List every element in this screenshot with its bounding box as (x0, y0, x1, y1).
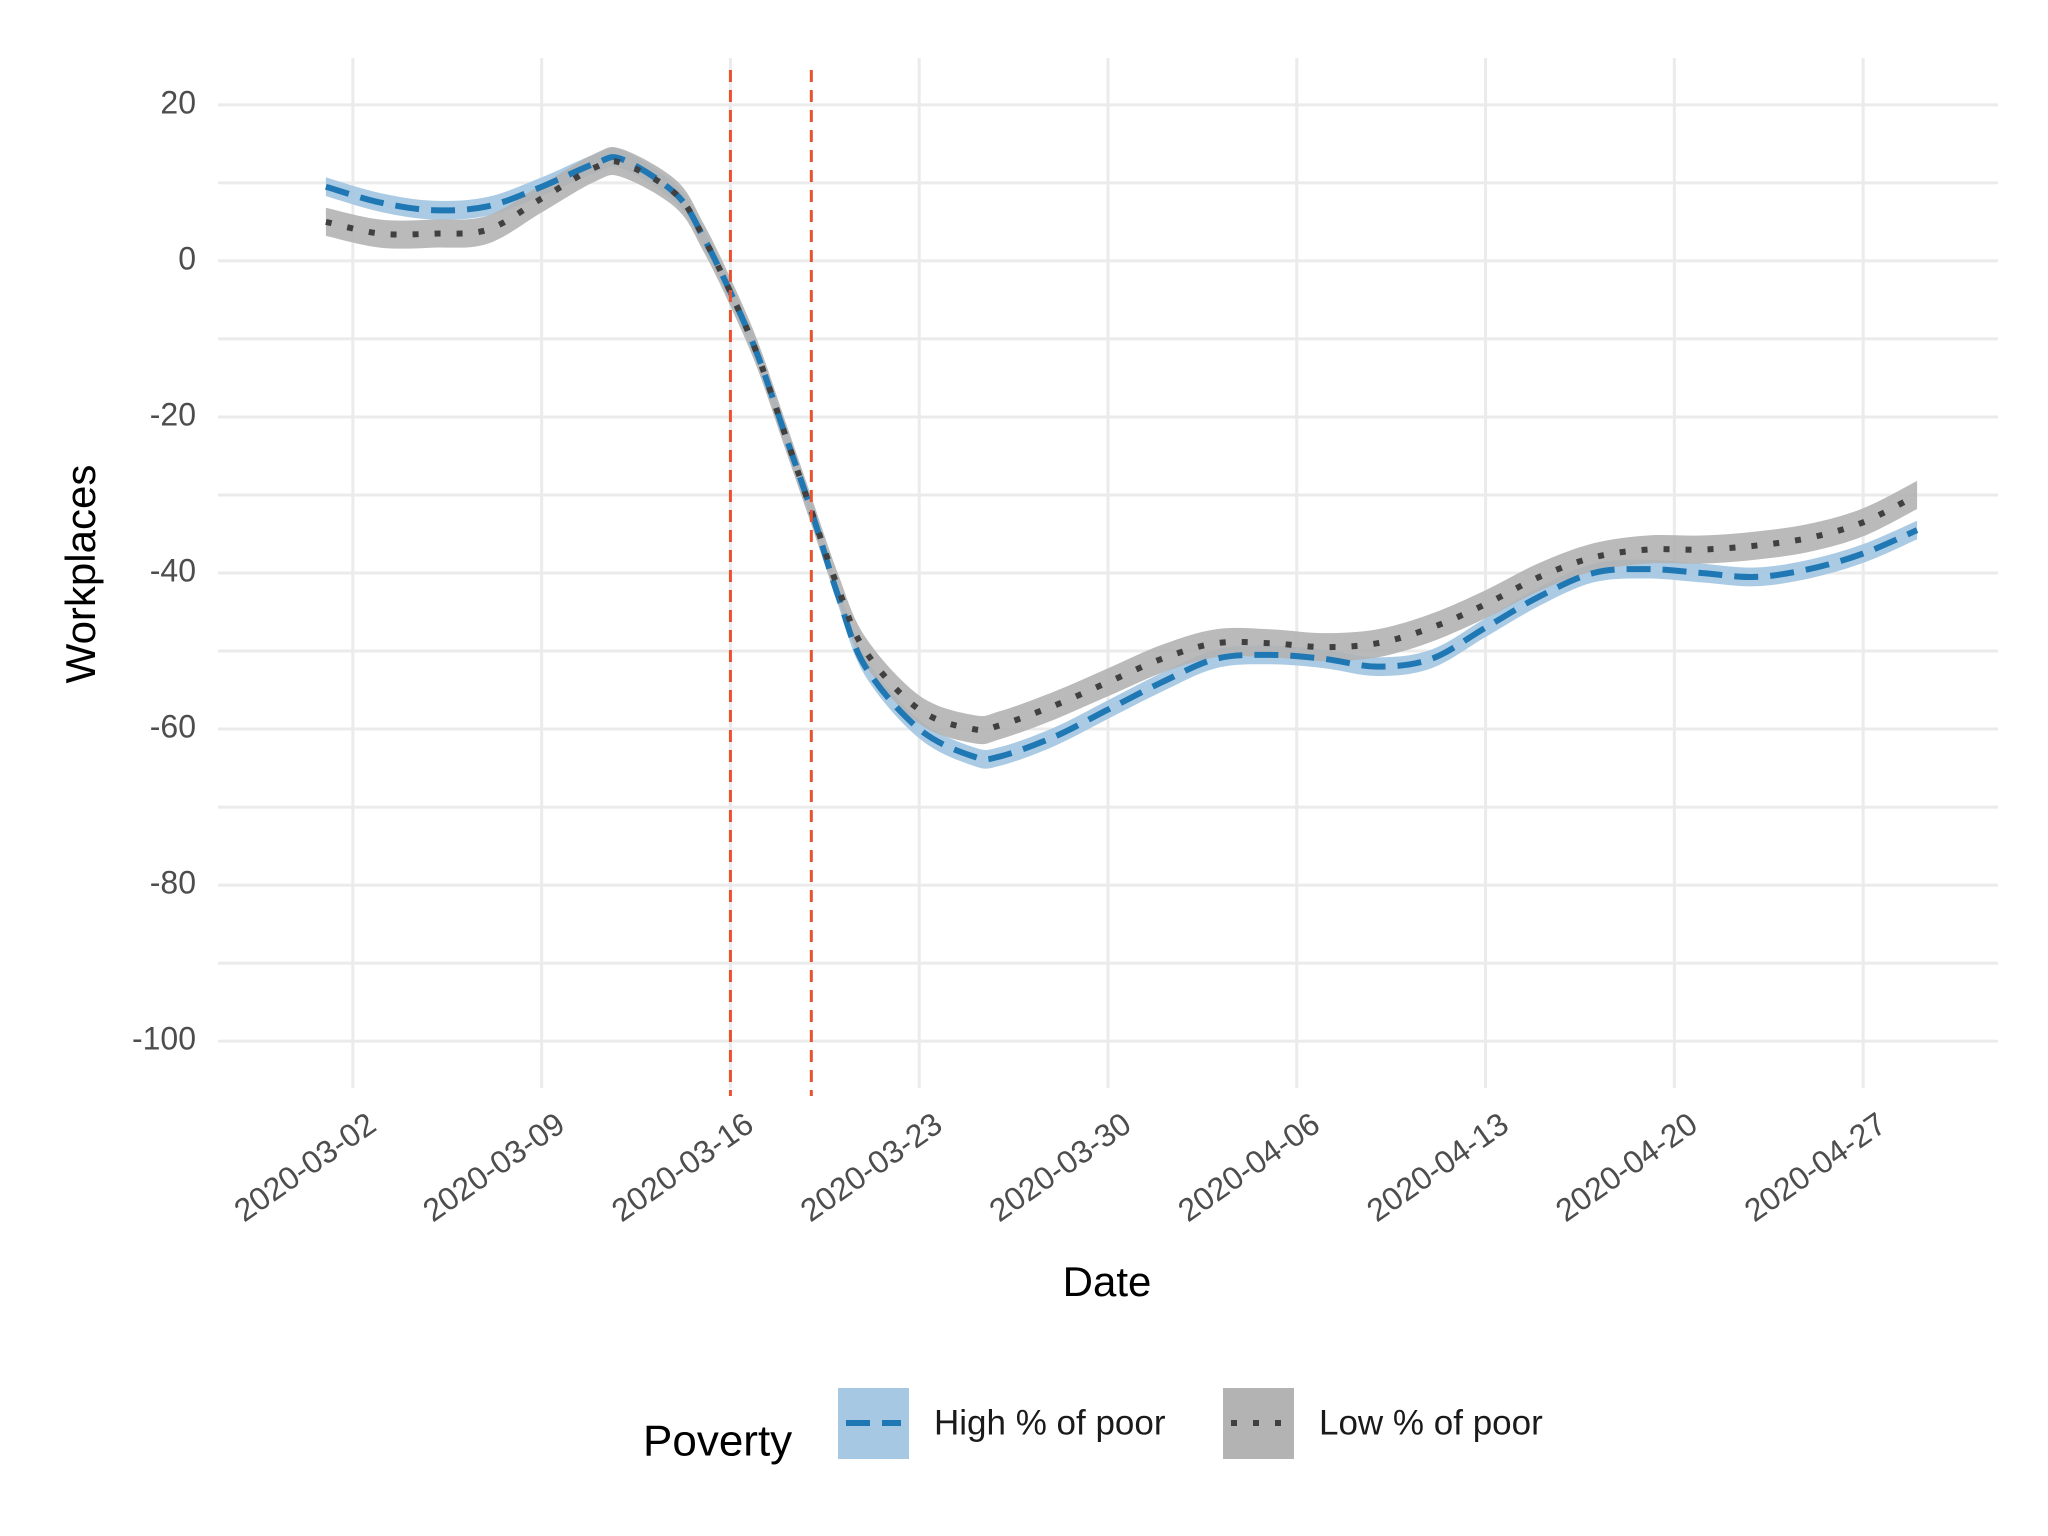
y-tick-label: -100 (132, 1021, 196, 1057)
series-band-high (325, 147, 1918, 769)
legend: Poverty High % of poor Low % of poor (643, 1388, 1543, 1466)
y-tick-label: 20 (160, 84, 196, 120)
y-tick-label: -20 (150, 396, 196, 432)
x-tick-label: 2020-04-06 (1171, 1105, 1326, 1228)
y-axis-ticks: 20 0 -20 -40 -60 -80 -100 (132, 84, 196, 1056)
x-tick-label: 2020-03-30 (983, 1105, 1138, 1228)
series-line-low (325, 158, 1919, 734)
series-line-high (325, 154, 1919, 763)
y-axis-title: Workplaces (57, 465, 104, 684)
y-tick-label: -80 (150, 865, 196, 901)
grid (218, 58, 1998, 1088)
y-tick-label: 0 (178, 240, 196, 276)
x-tick-label: 2020-03-23 (794, 1105, 949, 1228)
series-lines (325, 154, 1919, 763)
x-tick-label: 2020-03-16 (605, 1105, 760, 1228)
confidence-bands (325, 146, 1918, 769)
x-tick-label: 2020-03-02 (227, 1105, 382, 1228)
y-tick-label: -60 (150, 709, 196, 745)
x-axis-title: Date (1063, 1258, 1152, 1305)
reference-lines (728, 70, 813, 1096)
x-tick-label: 2020-03-09 (416, 1105, 571, 1228)
x-tick-label: 2020-04-13 (1360, 1105, 1515, 1228)
x-axis-ticks: 2020-03-02 2020-03-09 2020-03-16 2020-03-23… (227, 1105, 1892, 1228)
series-band-low (325, 146, 1918, 745)
legend-label-high: High % of poor (934, 1403, 1166, 1442)
legend-title: Poverty (643, 1417, 792, 1466)
x-tick-label: 2020-04-20 (1549, 1105, 1704, 1228)
y-tick-label: -40 (150, 552, 196, 588)
legend-label-low: Low % of poor (1319, 1403, 1543, 1442)
x-tick-label: 2020-04-27 (1738, 1105, 1893, 1228)
